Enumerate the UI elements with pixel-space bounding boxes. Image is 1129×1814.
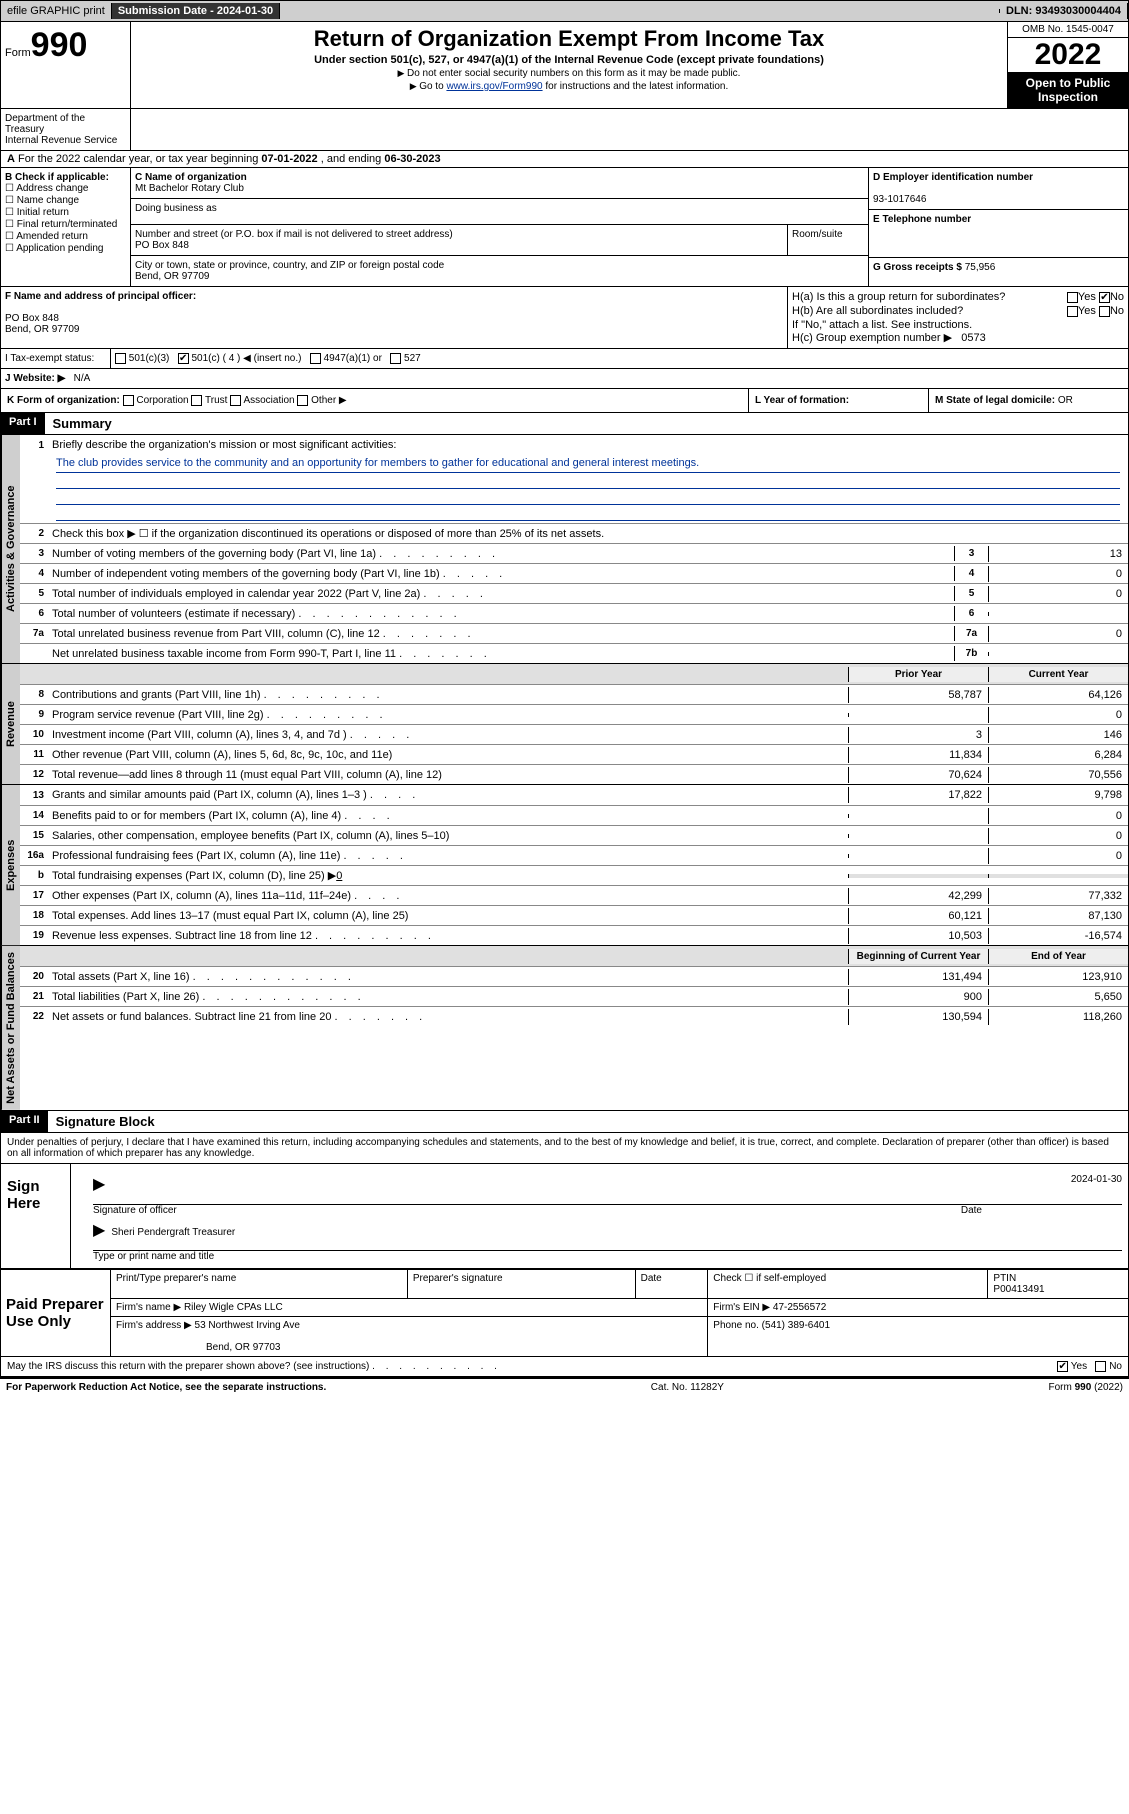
chk-amended-return[interactable]: Amended return xyxy=(5,231,126,242)
line-19: Revenue less expenses. Subtract line 18 … xyxy=(48,928,848,944)
line-16b: Total fundraising expenses (Part IX, col… xyxy=(48,867,848,884)
line-16a: Professional fundraising fees (Part IX, … xyxy=(48,848,848,864)
ha-yes[interactable] xyxy=(1067,292,1078,303)
part1-header: Part I xyxy=(1,413,45,434)
line-1: Briefly describe the organization's miss… xyxy=(48,437,1128,453)
tab-activities-governance: Activities & Governance xyxy=(1,435,20,663)
tax-exempt-status: 501(c)(3) 501(c) ( 4 ) ◀ (insert no.) 49… xyxy=(111,349,1128,368)
chk-application-pending[interactable]: Application pending xyxy=(5,243,126,254)
line-9: Program service revenue (Part VIII, line… xyxy=(48,707,848,723)
tab-net-assets: Net Assets or Fund Balances xyxy=(1,946,20,1110)
line-7a: Total unrelated business revenue from Pa… xyxy=(48,626,954,642)
year-formation: L Year of formation: xyxy=(748,389,928,412)
chk-501c[interactable] xyxy=(178,353,189,364)
omb-number: OMB No. 1545-0047 xyxy=(1008,22,1128,38)
line-21: Total liabilities (Part X, line 26) . . … xyxy=(48,989,848,1005)
line-6: Total number of volunteers (estimate if … xyxy=(48,606,954,622)
form-990: 990 xyxy=(31,26,88,64)
chk-4947[interactable] xyxy=(310,353,321,364)
chk-501c3[interactable] xyxy=(115,353,126,364)
dba-box: Doing business as xyxy=(131,199,868,225)
line-5: Total number of individuals employed in … xyxy=(48,586,954,602)
line-12: Total revenue—add lines 8 through 11 (mu… xyxy=(48,767,848,783)
dln: DLN: 93493030004404 xyxy=(1000,3,1128,19)
line-10: Investment income (Part VIII, column (A)… xyxy=(48,727,848,743)
open-public: Open to Public Inspection xyxy=(1008,72,1128,108)
beginning-year-hdr: Beginning of Current Year xyxy=(848,949,988,964)
officer-name-line: ▶Sheri Pendergraft Treasurer xyxy=(93,1220,1122,1251)
tab-expenses: Expenses xyxy=(1,785,20,945)
hb-yes[interactable] xyxy=(1067,306,1078,317)
page-footer: For Paperwork Reduction Act Notice, see … xyxy=(0,1377,1129,1396)
line-2: Check this box ▶ ☐ if the organization d… xyxy=(48,525,1128,542)
form-label: Form xyxy=(5,47,31,59)
chk-final-return[interactable]: Final return/terminated xyxy=(5,219,126,230)
room-suite: Room/suite xyxy=(788,225,868,255)
dept-treasury: Department of the TreasuryInternal Reven… xyxy=(1,109,131,150)
gross-receipts: G Gross receipts $ 75,956 xyxy=(869,258,1128,277)
discuss-yes[interactable] xyxy=(1057,1361,1068,1372)
ha-no[interactable] xyxy=(1099,292,1110,303)
chk-527[interactable] xyxy=(390,353,401,364)
end-year-hdr: End of Year xyxy=(988,949,1128,964)
note-ssn: Do not enter social security numbers on … xyxy=(139,68,999,79)
state-domicile: M State of legal domicile: OR xyxy=(928,389,1128,412)
title-box: Return of Organization Exempt From Incom… xyxy=(131,22,1008,108)
perjury-declaration: Under penalties of perjury, I declare th… xyxy=(0,1133,1129,1164)
line-22: Net assets or fund balances. Subtract li… xyxy=(48,1009,848,1025)
row-i-label: I Tax-exempt status: xyxy=(1,349,111,368)
tab-revenue: Revenue xyxy=(1,664,20,784)
line-8: Contributions and grants (Part VIII, lin… xyxy=(48,687,848,703)
may-irs-discuss: May the IRS discuss this return with the… xyxy=(0,1357,1129,1377)
line-11: Other revenue (Part VIII, column (A), li… xyxy=(48,747,848,763)
org-name-box: C Name of organizationMt Bachelor Rotary… xyxy=(131,168,868,199)
website-row: J Website: ▶ N/A xyxy=(0,369,1129,389)
efile-topbar: efile GRAPHIC print Submission Date - 20… xyxy=(0,0,1129,22)
form-number-box: Form990 xyxy=(1,22,131,108)
line-14: Benefits paid to or for members (Part IX… xyxy=(48,808,848,824)
col-b-checkboxes: B Check if applicable: Address change Na… xyxy=(1,168,131,286)
note-goto: Go to www.irs.gov/Form990 for instructio… xyxy=(139,81,999,92)
irs-link[interactable]: www.irs.gov/Form990 xyxy=(446,81,542,92)
line-15: Salaries, other compensation, employee b… xyxy=(48,828,848,844)
part2-title: Signature Block xyxy=(48,1111,163,1132)
chk-name-change[interactable]: Name change xyxy=(5,195,126,206)
row-a: A For the 2022 calendar year, or tax yea… xyxy=(0,151,1129,168)
prior-year-hdr: Prior Year xyxy=(848,667,988,682)
ein-box: D Employer identification number93-10176… xyxy=(869,168,1128,210)
form-subtitle: Under section 501(c), 527, or 4947(a)(1)… xyxy=(139,54,999,66)
line-17: Other expenses (Part IX, column (A), lin… xyxy=(48,888,848,904)
telephone-box: E Telephone number xyxy=(869,210,1128,258)
chk-address-change[interactable]: Address change xyxy=(5,183,126,194)
discuss-no[interactable] xyxy=(1095,1361,1106,1372)
part2-header: Part II xyxy=(1,1111,48,1132)
line-4: Number of independent voting members of … xyxy=(48,566,954,582)
paid-preparer-table: Paid Preparer Use Only Print/Type prepar… xyxy=(0,1269,1129,1357)
part1-title: Summary xyxy=(45,413,120,434)
line-3: Number of voting members of the governin… xyxy=(48,546,954,562)
city-state-zip: City or town, state or province, country… xyxy=(131,256,868,286)
paid-preparer-label: Paid Preparer Use Only xyxy=(1,1270,111,1357)
year-box: OMB No. 1545-0047 2022 Open to Public In… xyxy=(1008,22,1128,108)
officer-signature-line[interactable]: ▶ 2024-01-30 xyxy=(93,1174,1122,1205)
form-of-organization: K Form of organization: Corporation Trus… xyxy=(1,389,748,412)
current-year-hdr: Current Year xyxy=(988,667,1128,682)
hb-no[interactable] xyxy=(1099,306,1110,317)
efile-label: efile GRAPHIC print xyxy=(1,3,112,19)
sign-here-label: Sign Here xyxy=(1,1164,71,1268)
form-title: Return of Organization Exempt From Incom… xyxy=(139,26,999,52)
line-13: Grants and similar amounts paid (Part IX… xyxy=(48,787,848,803)
mission-text: The club provides service to the communi… xyxy=(56,457,1120,473)
tax-year: 2022 xyxy=(1008,38,1128,72)
group-return-box: H(a) Is this a group return for subordin… xyxy=(788,287,1128,348)
submission-date: Submission Date - 2024-01-30 xyxy=(112,3,280,19)
street-address: Number and street (or P.O. box if mail i… xyxy=(131,225,788,255)
line-20: Total assets (Part X, line 16) . . . . .… xyxy=(48,969,848,985)
line-18: Total expenses. Add lines 13–17 (must eq… xyxy=(48,908,848,924)
principal-officer: F Name and address of principal officer:… xyxy=(1,287,788,348)
chk-initial-return[interactable]: Initial return xyxy=(5,207,126,218)
line-7b: Net unrelated business taxable income fr… xyxy=(48,646,954,662)
